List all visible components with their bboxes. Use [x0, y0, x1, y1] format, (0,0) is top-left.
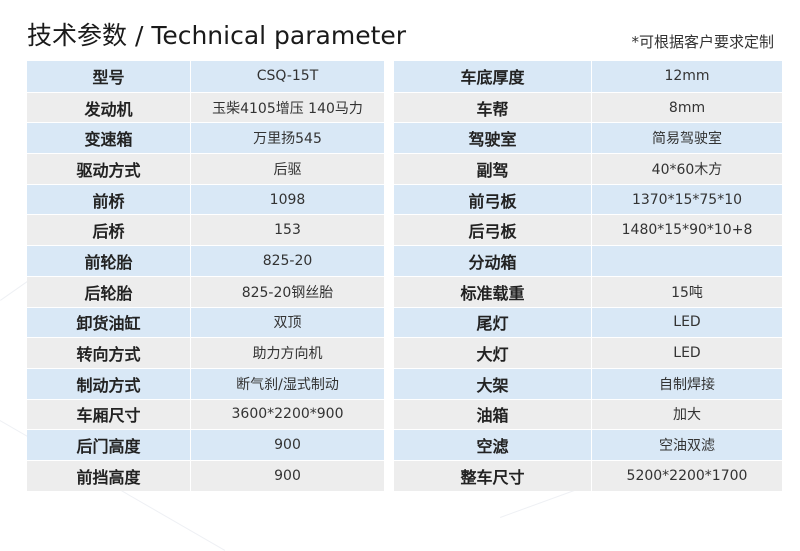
- table-row: 前弓板 1370*15*75*10: [394, 183, 782, 215]
- param-value: 12mm: [591, 61, 782, 92]
- param-value: 3600*2200*900: [190, 399, 384, 430]
- table-row: 后门高度 900: [27, 429, 384, 460]
- table-row: 驾驶室 简易驾驶室: [394, 122, 782, 154]
- param-value: 后驱: [190, 154, 384, 184]
- param-value: 900: [190, 430, 384, 460]
- table-row: 副驾 40*60木方: [394, 153, 782, 184]
- param-value: 玉柴4105增压 140马力: [190, 92, 384, 123]
- param-value: 万里扬545: [190, 123, 384, 154]
- param-value: 1098: [190, 184, 384, 215]
- param-value: 1370*15*75*10: [591, 184, 782, 215]
- param-value: 900: [190, 460, 384, 491]
- page-title: 技术参数 / Technical parameter: [27, 21, 407, 50]
- table-row: 车底厚度 12mm: [394, 61, 782, 92]
- param-label: 前弓板: [468, 191, 517, 211]
- param-label: 前挡高度: [76, 467, 141, 487]
- param-label: 后桥: [92, 222, 125, 242]
- param-label: 前轮胎: [84, 252, 133, 272]
- param-label: 车帮: [476, 99, 509, 119]
- param-label: 转向方式: [76, 345, 141, 365]
- param-label: 后门高度: [76, 437, 141, 457]
- table-row: 空滤 空油双滤: [394, 429, 782, 460]
- param-label: 制动方式: [76, 375, 141, 395]
- param-value: CSQ-15T: [190, 61, 384, 92]
- param-label: 副驾: [476, 160, 509, 180]
- param-label: 变速箱: [84, 130, 133, 150]
- table-row: 大架 自制焊接: [394, 367, 782, 399]
- param-value: LED: [591, 338, 782, 368]
- param-label: 发动机: [84, 99, 133, 119]
- table-row: 转向方式 助力方向机: [27, 337, 384, 368]
- param-value: 断气刹/湿式制动: [190, 368, 384, 399]
- param-label: 驱动方式: [76, 160, 141, 180]
- param-value: 40*60木方: [591, 154, 782, 184]
- table-row: 大灯 LED: [394, 337, 782, 368]
- param-label: 后弓板: [468, 222, 517, 242]
- param-label: 空滤: [476, 437, 509, 457]
- customization-note: *可根据客户要求定制: [631, 33, 774, 51]
- table-row: 前轮胎 825-20: [27, 245, 384, 276]
- table-row: 型号 CSQ-15T: [27, 61, 384, 92]
- param-value: 153: [190, 215, 384, 246]
- param-label: 大架: [476, 375, 509, 395]
- param-value: 加大: [591, 399, 782, 430]
- param-value: [591, 246, 782, 276]
- param-label: 尾灯: [476, 314, 509, 334]
- table-row: 前桥 1098: [27, 183, 384, 215]
- param-value: 5200*2200*1700: [591, 460, 782, 491]
- param-value: 简易驾驶室: [591, 123, 782, 154]
- param-value: 双顶: [190, 307, 384, 338]
- table-row: 分动箱: [394, 245, 782, 276]
- table-row: 后轮胎 825-20钢丝胎: [27, 275, 384, 307]
- table-row: 后桥 153: [27, 214, 384, 246]
- param-value: LED: [591, 307, 782, 338]
- param-label: 大灯: [476, 345, 509, 365]
- table-row: 前挡高度 900: [27, 459, 384, 491]
- param-label: 后轮胎: [84, 283, 133, 303]
- param-value: 空油双滤: [591, 430, 782, 460]
- param-value: 8mm: [591, 92, 782, 123]
- param-label: 车底厚度: [460, 68, 525, 88]
- param-label: 整车尺寸: [460, 467, 525, 487]
- table-row: 制动方式 断气刹/湿式制动: [27, 367, 384, 399]
- param-value: 15吨: [591, 276, 782, 307]
- parameter-table-right: 车底厚度 12mm 车帮 8mm 驾驶室 简易驾驶室副驾 40*60木方前弓板 1370*15…: [394, 61, 782, 491]
- parameter-table-left: 型号 CSQ-15T 发动机 玉柴4105增压 140马力 变速箱 万里扬545 驱动方式后…: [27, 61, 384, 491]
- param-value: 助力方向机: [190, 338, 384, 368]
- param-label: 卸货油缸: [76, 314, 141, 334]
- table-row: 发动机 玉柴4105增压 140马力: [27, 91, 384, 123]
- param-value: 1480*15*90*10+8: [591, 215, 782, 246]
- table-row: 尾灯 LED: [394, 306, 782, 338]
- param-label: 车厢尺寸: [76, 406, 141, 426]
- table-row: 车厢尺寸 3600*2200*900: [27, 398, 384, 430]
- table-row: 变速箱 万里扬545: [27, 122, 384, 154]
- param-label: 驾驶室: [468, 130, 517, 150]
- param-label: 油箱: [476, 406, 509, 426]
- param-label: 前桥: [92, 191, 125, 211]
- param-value: 自制焊接: [591, 368, 782, 399]
- table-row: 整车尺寸 5200*2200*1700: [394, 459, 782, 491]
- table-row: 后弓板 1480*15*90*10+8: [394, 214, 782, 246]
- param-value: 825-20: [190, 246, 384, 276]
- table-row: 驱动方式 后驱: [27, 153, 384, 184]
- param-label: 标准载重: [460, 283, 525, 303]
- table-row: 车帮 8mm: [394, 91, 782, 123]
- param-label: 分动箱: [468, 252, 517, 272]
- table-row: 油箱 加大: [394, 398, 782, 430]
- param-value: 825-20钢丝胎: [190, 276, 384, 307]
- param-label: 型号: [92, 68, 125, 88]
- table-row: 卸货油缸 双顶: [27, 306, 384, 338]
- table-row: 标准载重 15吨: [394, 275, 782, 307]
